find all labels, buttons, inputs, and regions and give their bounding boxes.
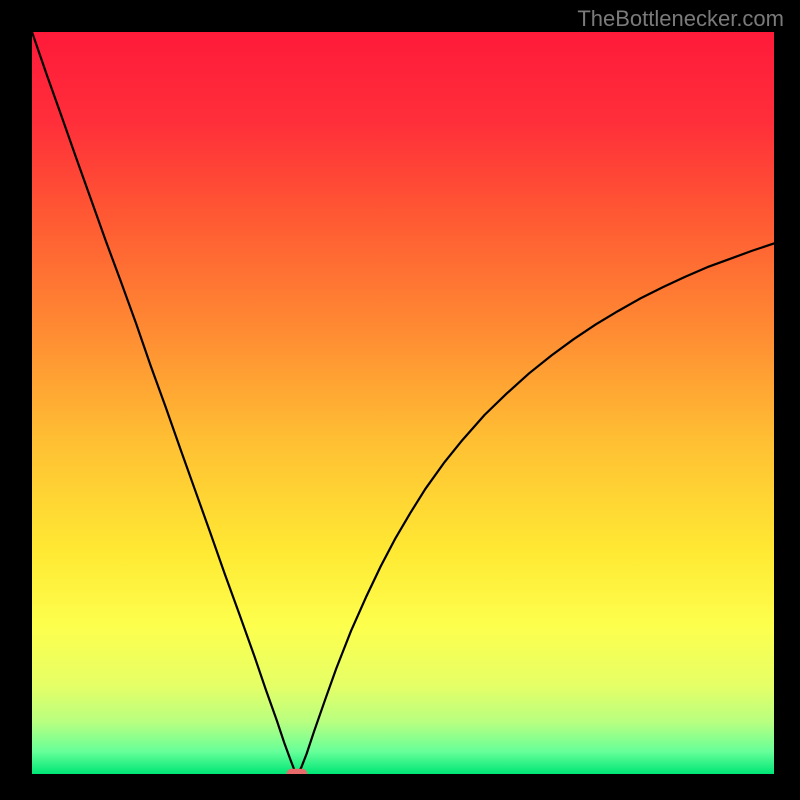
chart-svg	[0, 0, 800, 800]
chart-container: TheBottlenecker.com	[0, 0, 800, 800]
watermark-label: TheBottlenecker.com	[577, 6, 784, 32]
bottleneck-curve	[32, 32, 774, 774]
optimal-point-marker	[287, 769, 308, 779]
